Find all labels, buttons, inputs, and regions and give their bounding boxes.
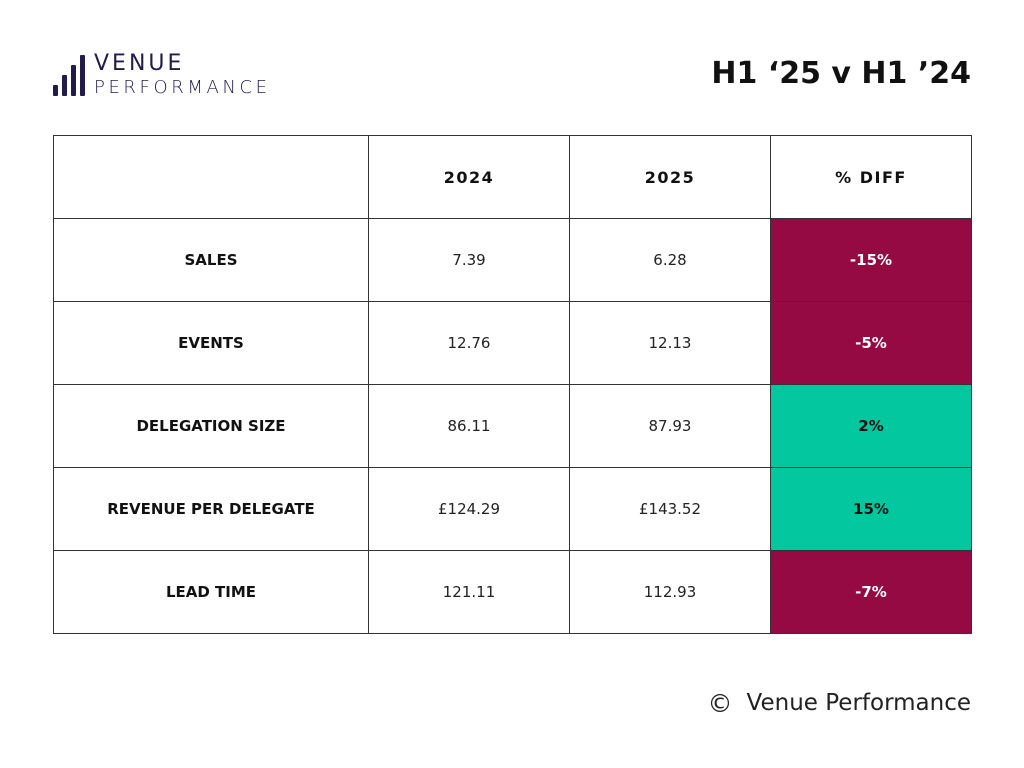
header-cell-2024: 2024 [368,135,570,219]
value-2025: 87.93 [569,384,771,468]
header-cell-2025: 2025 [569,135,771,219]
comparison-table: 2024 2025 % DIFF SALES 7.39 6.28 -15% EV… [53,135,972,634]
diff-cell: -15% [770,218,972,302]
header-cell-empty [53,135,369,219]
bar-chart-icon [53,54,85,96]
table-row: SALES 7.39 6.28 -15% [53,218,972,302]
value-2024: 12.76 [368,301,570,385]
logo-text-performance: PERFORMANCE [94,77,271,98]
page-title: H1 ‘25 v H1 ’24 [711,56,971,91]
row-label: EVENTS [53,301,369,385]
value-2024: 121.11 [368,550,570,634]
table-header-row: 2024 2025 % DIFF [53,135,972,219]
header-cell-diff: % DIFF [770,135,972,219]
value-2024: 86.11 [368,384,570,468]
footer-text: Venue Performance [746,690,971,716]
logo: VENUE PERFORMANCE [53,52,271,98]
row-label: LEAD TIME [53,550,369,634]
row-label: SALES [53,218,369,302]
value-2025: 12.13 [569,301,771,385]
diff-cell: -7% [770,550,972,634]
row-label: DELEGATION SIZE [53,384,369,468]
table-row: EVENTS 12.76 12.13 -5% [53,301,972,385]
value-2024: £124.29 [368,467,570,551]
value-2024: 7.39 [368,218,570,302]
table-row: LEAD TIME 121.11 112.93 -7% [53,550,972,634]
value-2025: 112.93 [569,550,771,634]
diff-cell: 15% [770,467,972,551]
table-row: DELEGATION SIZE 86.11 87.93 2% [53,384,972,468]
diff-cell: 2% [770,384,972,468]
logo-text-venue: VENUE [94,51,185,76]
row-label: REVENUE PER DELEGATE [53,467,369,551]
value-2025: 6.28 [569,218,771,302]
table-row: REVENUE PER DELEGATE £124.29 £143.52 15% [53,467,972,551]
logo-wordmark: VENUE PERFORMANCE [94,53,271,97]
footer-copyright: © Venue Performance [708,690,971,716]
diff-cell: -5% [770,301,972,385]
value-2025: £143.52 [569,467,771,551]
copyright-icon: © [707,688,733,718]
